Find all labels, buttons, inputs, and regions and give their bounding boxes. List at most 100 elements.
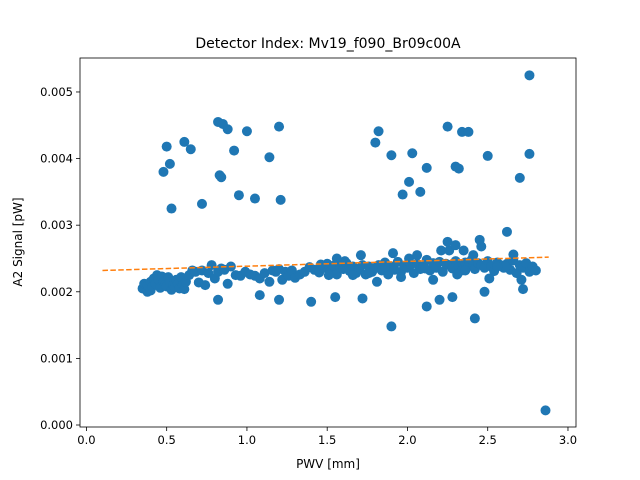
scatter-point [371,276,382,287]
scatter-point [164,158,175,169]
y-axis-ticks: 0.000 0.001 0.002 0.003 0.004 0.005 [40,85,80,432]
scatter-point [379,261,390,272]
scatter-point [179,136,190,147]
x-axis-ticks: 0.0 0.5 1.0 1.5 2.0 2.5 3.0 [77,427,577,447]
scatter-point [158,166,169,177]
scatter-point [386,150,397,161]
scatter-point [185,144,196,155]
x-tick-label: 1.0 [238,433,256,447]
scatter-point [514,172,525,183]
scatter-point [437,266,448,277]
scatter-point [355,250,366,261]
scatter-point [222,278,233,289]
x-tick-label: 2.0 [398,433,416,447]
scatter-point [468,250,479,261]
scatter-point [474,234,485,245]
scatter-point [501,226,512,237]
scatter-point [347,270,358,281]
scatter-point [492,261,503,272]
scatter-point [479,286,490,297]
chart-title: Detector Index: Mv19_f090_Br09c00A [195,36,461,52]
scatter-point [397,189,408,200]
scatter-point [259,268,270,279]
scatter-point [540,405,551,416]
fit-line [102,256,549,272]
scatter-point [161,141,172,152]
scatter-point [482,150,493,161]
scatter-point [460,265,471,276]
scatter-point [357,293,368,304]
y-tick-label: 0.001 [40,351,73,365]
scatter-point [274,121,285,132]
scatter-point [363,268,374,279]
scatter-point [524,148,535,159]
x-tick-label: 2.5 [479,433,497,447]
scatter-point [323,270,334,281]
y-tick-label: 0.000 [40,418,73,432]
scatter-point [421,162,432,173]
scatter-point [404,176,415,187]
scatter-point [370,137,381,148]
scatter-point [450,240,461,251]
plot-area [102,70,551,416]
scatter-point [442,121,453,132]
x-axis-label: PWV [mm] [296,457,360,471]
scatter-point [442,236,453,247]
scatter-point [275,194,286,205]
scatter-point [530,265,541,276]
scatter-point [452,269,463,280]
scatter-point [453,163,464,174]
y-tick-label: 0.003 [40,218,73,232]
scatter-point [420,263,431,274]
scatter-point [274,294,285,305]
y-tick-label: 0.004 [40,152,73,166]
scatter-point [222,124,233,135]
scatter-point [264,152,275,163]
scatter-point [421,301,432,312]
axes-frame [79,57,577,428]
scatter-point [518,284,529,295]
scatter-point [436,245,447,256]
scatter-point [254,290,265,301]
scatter-point [508,249,519,260]
scatter-point [264,276,275,287]
y-tick-label: 0.005 [40,85,73,99]
scatter-point [331,253,342,264]
scatter-point [306,296,317,307]
scatter-point [233,190,244,201]
scatter-point [516,274,527,285]
scatter-point [500,261,511,272]
scatter-point [216,172,227,183]
y-axis-label: A2 Signal [pW] [11,197,25,286]
scatter-point [386,321,397,332]
x-tick-label: 3.0 [559,433,577,447]
scatter-point [447,292,458,303]
scatter-point [463,126,474,137]
scatter-point [330,292,341,303]
scatter-point [396,272,407,283]
scatter-point [373,126,384,137]
scatter-point [415,186,426,197]
x-tick-label: 0.0 [77,433,95,447]
scatter-point [200,280,211,291]
scatter-point [412,250,423,261]
scatter-point [484,273,495,284]
x-tick-label: 0.5 [158,433,176,447]
x-tick-label: 1.5 [318,433,336,447]
scatter-point [229,145,240,156]
scatter-series [137,70,551,416]
scatter-point [196,198,207,209]
scatter-point [524,70,535,81]
scatter-point [388,248,399,259]
scatter-point [458,245,469,256]
scatter-point [428,274,439,285]
scatter-point [213,294,224,305]
y-tick-label: 0.002 [40,285,73,299]
scatter-point [407,148,418,159]
scatter-point [469,313,480,324]
scatter-point [166,203,177,214]
scatter-point [241,126,252,137]
scatter-point [249,193,260,204]
